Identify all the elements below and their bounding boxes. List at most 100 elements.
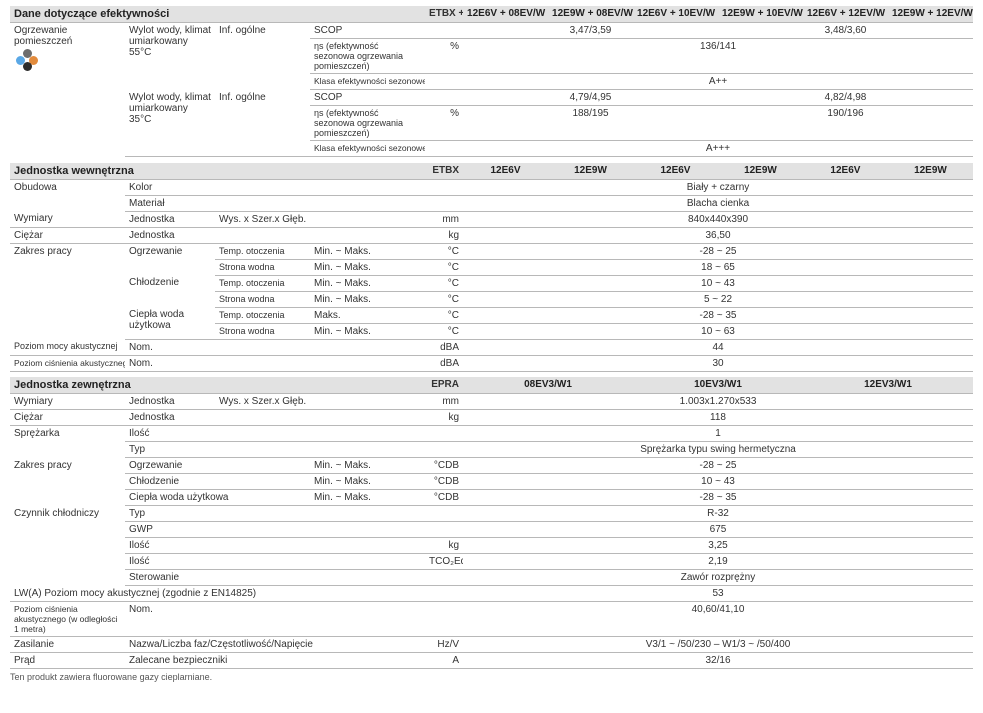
s1-55-scop-b: 3,48/3,60 [718,23,973,39]
indoor-unit-table: Jednostka wewnętrzna ETBX 12E6V 12E9W 12… [10,163,973,378]
s2-wsg: Wys. x Szer.x Głęb. [215,211,425,227]
efficiency-table: Dane dotyczące efektywności ETBX + EPRA … [10,6,973,163]
s3-wymiary: Wymiary [10,394,125,410]
s3-m2: 12EV3/W1 [803,377,973,394]
s3-lwa-v: 53 [463,586,973,602]
s2-u-dba1: dBA [425,339,463,355]
s2-chlo-mm2: Min. ~ Maks. [310,291,425,307]
s3-zakres: Zakres pracy [10,458,125,506]
s2-cwu-to-v: -28 ~ 35 [463,307,973,323]
s2-ogrz-mm: Min. ~ Maks. [310,243,425,259]
s2-pma-v: 44 [463,339,973,355]
s3-ciezar-v: 118 [463,410,973,426]
s2-m0: 12E6V [463,163,548,180]
s2-kolor-v: Biały + czarny [463,179,973,195]
s1-scop-lbl: SCOP [310,23,425,39]
s1-35-klasa-lbl: Klasa efektywności sezonowej ogrzewania … [310,141,425,157]
s3-gwp-v: 675 [463,522,973,538]
s3-u-tco2: TCO₂Eq [425,554,463,570]
s2-pma: Poziom mocy akustycznej [10,339,125,355]
s3-prad-v: 32/16 [463,653,973,669]
s3-prad: Prąd [10,653,125,669]
s3-ilosc-tco2: Ilość [125,554,425,570]
s3-bezp: Zalecane bezpieczniki [125,653,425,669]
section3-rhead: EPRA [425,377,463,394]
s2-u-c6: °C [425,323,463,339]
s2-material: Materiał [125,195,425,211]
s2-ciezar: Ciężar [10,227,125,243]
s2-pca-nom: Nom. [125,355,425,371]
s1-35-scop-lbl: SCOP [310,90,425,106]
s1-35-klasa: A+++ [463,141,973,157]
s1-sub55-2: Inf. ogólne [215,23,310,90]
s2-m4: 12E6V [803,163,888,180]
s3-ster-v: Zawór rozprężny [463,570,973,586]
s3-u-kg: kg [425,410,463,426]
s3-wym-v: 1.003x1.270x533 [463,394,973,410]
s1-35-ns-lbl: ηs (efektywność sezonowa ogrzewania pomi… [310,106,425,141]
s2-pca-v: 30 [463,355,973,371]
s3-zas-v: V3/1 ~ /50/230 – W1/3 ~ /50/400 [463,637,973,653]
s2-chlo-to: Temp. otoczenia [215,275,310,291]
s2-zakres: Zakres pracy [10,243,125,339]
section3-title: Jednostka zewnętrzna [10,377,425,394]
section1-rhead: ETBX + EPRA [425,6,463,23]
s2-pma-nom: Nom. [125,339,425,355]
s2-obudowa: Obudowa [10,179,125,211]
s3-pca-v: 40,60/41,10 [463,602,973,637]
section2-title: Jednostka wewnętrzna [10,163,425,180]
s2-u-c2: °C [425,259,463,275]
s2-m2: 12E6V [633,163,718,180]
s2-m5: 12E9W [888,163,973,180]
s2-chlo-to-v: 10 ~ 43 [463,275,973,291]
s3-u-cdb3: °CDB [425,490,463,506]
s2-m3: 12E9W [718,163,803,180]
s2-chlo-sw-v: 5 ~ 22 [463,291,973,307]
s2-u-c1: °C [425,243,463,259]
s1-sub35-1: Wylot wody, klimat umiarkowany 35°C [125,90,215,157]
s3-typ-v: Sprężarka typu swing hermetyczna [463,442,973,458]
s2-m1: 12E9W [548,163,633,180]
s2-jednostka: Jednostka [125,211,215,227]
s1-ns-lbl: ηs (efektywność sezonowa ogrzewania pomi… [310,39,425,74]
s3-zas-det: Nazwa/Liczba faz/Częstotliwość/Napięcie [125,637,425,653]
s3-cwu-v: -28 ~ 35 [463,490,973,506]
s1-m4: 12E6V + 12EV/W [803,6,888,23]
outdoor-unit-table: Jednostka zewnętrzna EPRA 08EV3/W1 10EV3… [10,377,973,669]
s3-ogrz-v: -28 ~ 25 [463,458,973,474]
s1-klasa-lbl: Klasa efektywności sezonowej ogrzewania … [310,74,425,90]
s2-cwu-to: Temp. otoczenia [215,307,310,323]
s2-u-c4: °C [425,291,463,307]
s1-m1: 12E9W + 08EV/W [548,6,633,23]
s1-ns-u: % [425,39,463,74]
section1-title: Dane dotyczące efektywności [10,6,425,23]
s3-ciezar: Ciężar [10,410,125,426]
s3-cz-typ: Typ [125,506,425,522]
s3-sprezarka: Sprężarka [10,426,125,458]
s2-pca: Poziom ciśnienia akustycznego [10,355,125,371]
s2-ogrz-sw-v: 18 ~ 65 [463,259,973,275]
s3-u-mm: mm [425,394,463,410]
s3-ilosc-v: 1 [463,426,973,442]
s3-wsg: Wys. x Szer.x Głęb. [215,394,425,410]
s3-u-hzv: Hz/V [425,637,463,653]
s3-ogrz: Ogrzewanie [125,458,310,474]
s2-cwu: Ciepła woda użytkowa [125,307,215,339]
s2-ogrz-mm2: Min. ~ Maks. [310,259,425,275]
s2-wymiary: Wymiary [10,211,125,227]
s3-jednostka: Jednostka [125,394,215,410]
s1-55-ns: 136/141 [463,39,973,74]
s2-chlo-sw: Strona wodna [215,291,310,307]
s3-zasilanie: Zasilanie [10,637,125,653]
s3-gwp: GWP [125,522,425,538]
s2-u-kg: kg [425,227,463,243]
s2-kolor: Kolor [125,179,425,195]
s3-ogrz-mm: Min. ~ Maks. [310,458,425,474]
s1-55-scop-a: 3,47/3,59 [463,23,718,39]
s2-cwu-max: Maks. [310,307,425,323]
s1-35-scop-b: 4,82/4,98 [718,90,973,106]
s3-u-cdb1: °CDB [425,458,463,474]
s3-ciezar-j: Jednostka [125,410,425,426]
section2-rhead: ETBX [425,163,463,180]
s1-sub35-2: Inf. ogólne [215,90,310,157]
